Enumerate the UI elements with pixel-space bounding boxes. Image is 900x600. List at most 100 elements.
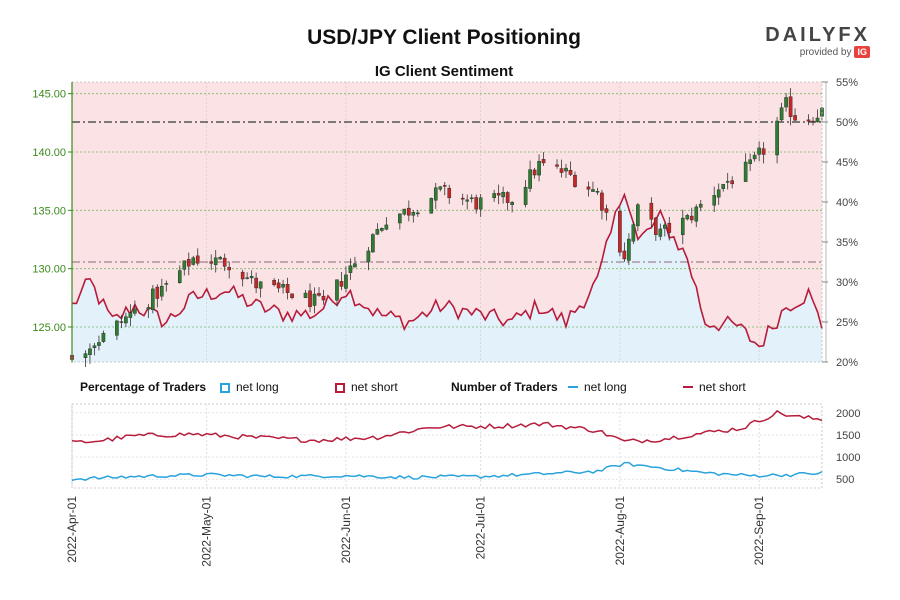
legend-pct-short-label: net short — [351, 380, 398, 394]
candle-body — [743, 161, 748, 182]
candle-body — [680, 217, 685, 235]
x-tick-label: 2022-Jun-01 — [339, 496, 353, 564]
candle-body — [636, 204, 640, 227]
candle-body — [222, 257, 227, 267]
candle-body — [182, 260, 187, 270]
chart-subtitle: IG Client Sentiment — [374, 63, 514, 80]
candle-body — [532, 169, 537, 176]
candle-body — [177, 270, 182, 284]
candle-body — [748, 159, 752, 164]
candle-body — [460, 197, 465, 200]
candle-body — [685, 215, 690, 220]
candle-body — [191, 257, 196, 265]
candle-body — [186, 259, 191, 267]
candle-body — [335, 279, 339, 301]
candle-body — [716, 189, 721, 198]
candle-body — [272, 280, 276, 286]
price-tick-label: 135.00 — [32, 205, 66, 217]
legend-num-title: Number of Traders — [451, 380, 558, 394]
candle-body — [505, 192, 510, 203]
logo-provided-by: provided by IG — [760, 46, 870, 58]
candle-body — [555, 164, 559, 167]
ig-badge: IG — [854, 46, 870, 58]
price-tick-label: 145.00 — [32, 89, 66, 101]
legend-num-long-label: net long — [584, 380, 627, 394]
candle-body — [586, 186, 591, 190]
candle-body — [119, 321, 124, 323]
candle-body — [510, 202, 514, 205]
sub-panel-frame — [71, 403, 823, 489]
legend-num-short: net short — [683, 380, 746, 394]
candle-body — [407, 207, 411, 216]
candle-body — [465, 199, 470, 202]
candle-body — [285, 284, 290, 293]
candle-body — [649, 202, 654, 220]
candle-body — [353, 263, 357, 268]
candle-body — [380, 228, 384, 231]
candle-body — [541, 159, 546, 164]
candle-body — [752, 154, 757, 160]
candle-body — [595, 191, 600, 193]
candle-body — [133, 308, 137, 314]
candle-body — [698, 203, 703, 208]
candle-body — [627, 238, 631, 261]
candle-body — [209, 261, 214, 264]
candle-body — [83, 353, 88, 358]
candle-body — [784, 97, 788, 108]
candle-body — [442, 185, 447, 187]
candle-body — [146, 307, 151, 310]
candle-body — [344, 274, 348, 289]
candle-body — [564, 167, 568, 172]
candle-body — [290, 293, 294, 299]
net-short-percentage-line — [71, 192, 823, 348]
candle-body — [312, 293, 317, 306]
candle-body — [815, 117, 820, 123]
candle-body — [528, 169, 532, 189]
candle-body — [155, 286, 160, 299]
candle-body — [402, 208, 407, 215]
candle-body — [658, 228, 663, 237]
candle-body — [429, 198, 434, 214]
price-tick-label: 140.00 — [32, 147, 66, 159]
net-short-count-line — [71, 409, 823, 444]
percent-tick-label: 50% — [836, 117, 858, 129]
price-tick-label: 130.00 — [32, 264, 66, 276]
percent-tick-label: 20% — [836, 357, 858, 369]
candle-body — [97, 342, 101, 346]
candle-body — [438, 186, 443, 190]
candle-body — [213, 257, 218, 265]
candle-body — [537, 161, 541, 176]
net-long-count-line — [71, 461, 823, 482]
percent-tick-label: 40% — [836, 197, 858, 209]
candle-body — [375, 229, 380, 235]
candle-body — [523, 186, 528, 205]
candle-body — [281, 284, 285, 288]
candle-body — [775, 120, 779, 156]
candle-body — [712, 195, 717, 206]
candle-body — [317, 293, 321, 296]
candle-body — [757, 147, 761, 155]
candle-body — [730, 180, 734, 185]
candle-body — [321, 295, 326, 301]
x-tick-label: 2022-May-01 — [200, 496, 214, 567]
candle-body — [793, 115, 797, 121]
candle-body — [622, 250, 627, 260]
candle-body — [496, 192, 501, 196]
candle-body — [115, 320, 119, 336]
candle-body — [433, 187, 438, 201]
candle-body — [227, 267, 231, 271]
candle-body — [308, 290, 312, 308]
candle-body — [276, 282, 281, 289]
candle-body — [124, 316, 128, 324]
candle-body — [469, 197, 474, 199]
percent-tick-label: 45% — [836, 157, 858, 169]
net-long-line-icon — [568, 386, 578, 388]
legend-pct-long: net long — [220, 380, 279, 394]
candle-body — [559, 168, 564, 173]
candle-body — [258, 281, 263, 289]
candle-body — [501, 192, 505, 198]
candle-body — [411, 212, 416, 216]
candle-body — [591, 189, 595, 192]
candle-body — [195, 255, 200, 264]
